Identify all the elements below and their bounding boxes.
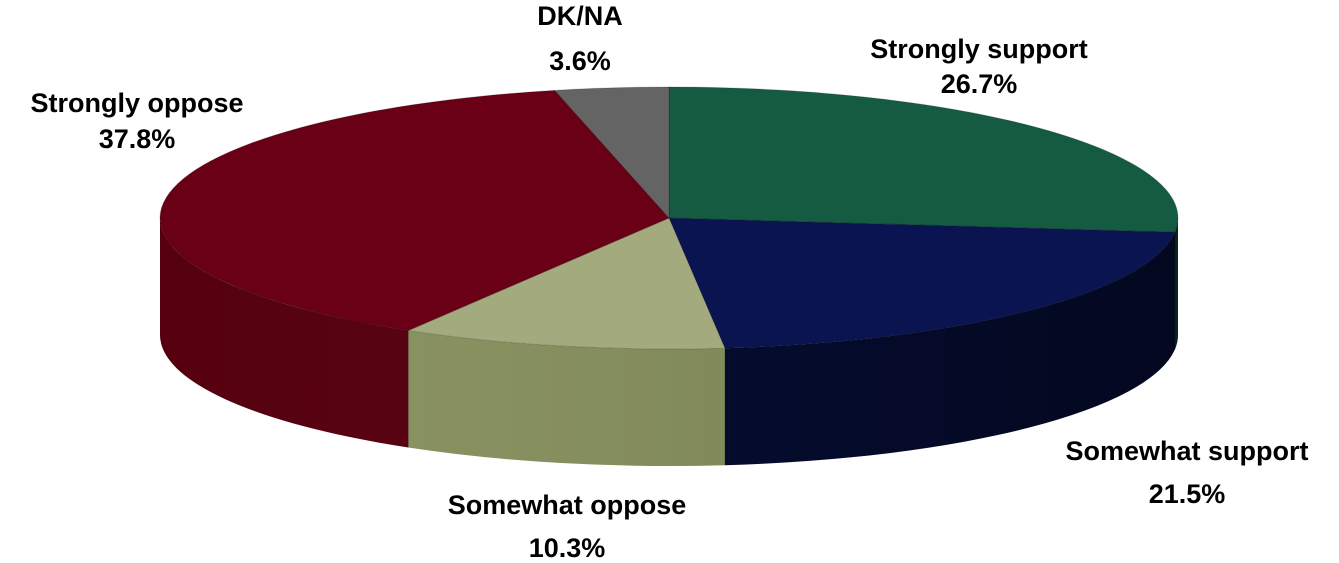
slice-label: Strongly support [870, 34, 1088, 64]
slice-label: Strongly oppose [30, 88, 243, 118]
pie-tops [159, 86, 1179, 350]
pie-label-strongly-oppose: Strongly oppose 37.8% [30, 88, 243, 154]
pie-slice-somewhat-support [668, 217, 1176, 349]
pie-slice-dk-na [553, 86, 670, 220]
pie-label-somewhat-support: Somewhat support 21.5% [1065, 436, 1308, 509]
pie-slice-strongly-support [668, 86, 1179, 233]
pie-label-somewhat-oppose: Somewhat oppose 10.3% [448, 490, 687, 563]
pie-label-strongly-support: Strongly support 26.7% [870, 34, 1088, 99]
slice-value-label: 26.7% [941, 69, 1018, 99]
slice-value-label: 21.5% [1149, 479, 1226, 509]
slice-value-label: 37.8% [99, 124, 176, 154]
pie-label-dk-na: DK/NA 3.6% [537, 1, 623, 76]
slice-value-label: 10.3% [529, 533, 606, 558]
slice-label: Somewhat support [1065, 436, 1308, 466]
pie-slice-somewhat-oppose [406, 217, 726, 350]
pie-slice-strongly-oppose [159, 89, 670, 332]
slice-value-label: 3.6% [549, 46, 611, 76]
slice-label: Somewhat oppose [448, 490, 687, 520]
slice-label: DK/NA [537, 1, 623, 31]
pie-side-shade [160, 218, 1178, 466]
pie-labels: Strongly support 26.7% Somewhat support 21.… [30, 1, 1308, 563]
pie-side-shading [160, 218, 1178, 466]
